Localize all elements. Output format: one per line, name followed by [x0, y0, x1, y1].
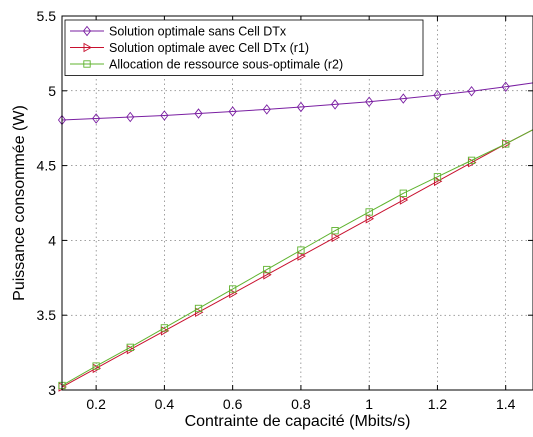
y-tick-label: 5.5 [37, 8, 57, 24]
data-point [126, 111, 135, 123]
data-point [501, 81, 510, 92]
data-point [365, 213, 375, 224]
data-point [467, 86, 476, 97]
data-point [297, 246, 305, 254]
x-tick-label: 0.2 [86, 396, 106, 412]
data-point [229, 288, 238, 299]
series-3 [58, 129, 533, 390]
legend-marker [83, 42, 92, 53]
y-tick-label: 4.5 [37, 158, 57, 174]
legend-entry: Solution optimale avec Cell DTx (r1) [109, 41, 309, 55]
x-tick-label: 0.4 [155, 396, 175, 412]
series-1-line [61, 82, 533, 121]
x-axis-label: Contrainte de capacité (Mbits/s) [185, 413, 411, 430]
data-point [194, 108, 203, 119]
data-point [195, 307, 204, 317]
x-tick-label: 0.6 [223, 396, 243, 412]
data-point [160, 110, 169, 121]
data-point [433, 173, 442, 181]
data-point [399, 195, 409, 205]
data-point [297, 251, 306, 261]
data-point [399, 93, 408, 104]
data-point [433, 89, 442, 101]
series-layer [57, 81, 533, 392]
data-point [126, 343, 134, 352]
y-tick-label: 5 [48, 83, 56, 99]
x-tick-label: 0.8 [291, 396, 311, 412]
series-3-line [61, 129, 533, 386]
y-axis-label: Puissance consommée (W) [11, 105, 28, 301]
series-2-line [61, 129, 533, 388]
data-point [228, 106, 237, 117]
data-point [296, 101, 305, 113]
plot-frame [61, 15, 533, 391]
data-point [399, 189, 407, 197]
x-tick-label: 1 [365, 396, 373, 412]
series-2 [58, 129, 533, 392]
data-point [365, 96, 374, 107]
y-tick-label: 3 [48, 382, 56, 398]
x-tick-label: 1.4 [496, 396, 516, 412]
legend-marker [83, 60, 91, 68]
data-point [433, 176, 443, 187]
legend-box [64, 19, 424, 76]
legend-entry: Solution optimale sans Cell DTx [109, 25, 287, 39]
y-tick-label: 4 [48, 232, 56, 248]
legend-entry: Allocation de ressource sous-optimale (r… [109, 58, 343, 72]
legend: Solution optimale sans Cell DTx Solution … [64, 19, 424, 76]
data-point [502, 140, 510, 148]
data-point [160, 324, 169, 332]
data-point [331, 227, 339, 235]
data-point [262, 104, 271, 115]
data-point [194, 304, 203, 313]
data-point [467, 156, 476, 165]
data-point [92, 113, 101, 124]
y-tick-label: 3.5 [37, 307, 57, 323]
data-point [263, 265, 271, 274]
x-tick-label: 1.2 [428, 396, 448, 412]
legend-marker [82, 25, 92, 37]
data-point [92, 362, 100, 370]
data-point [331, 232, 340, 243]
data-point [365, 208, 373, 216]
data-point [229, 285, 237, 293]
series-1 [57, 81, 533, 126]
ticks-layer: 0.2 0.4 0.6 0.8 1 1.2 1.4 3 3.5 4 4.5 5 5.5 [37, 8, 533, 412]
data-point [330, 99, 340, 110]
